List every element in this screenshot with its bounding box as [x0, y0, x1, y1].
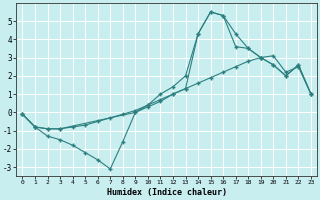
X-axis label: Humidex (Indice chaleur): Humidex (Indice chaleur): [107, 188, 227, 197]
